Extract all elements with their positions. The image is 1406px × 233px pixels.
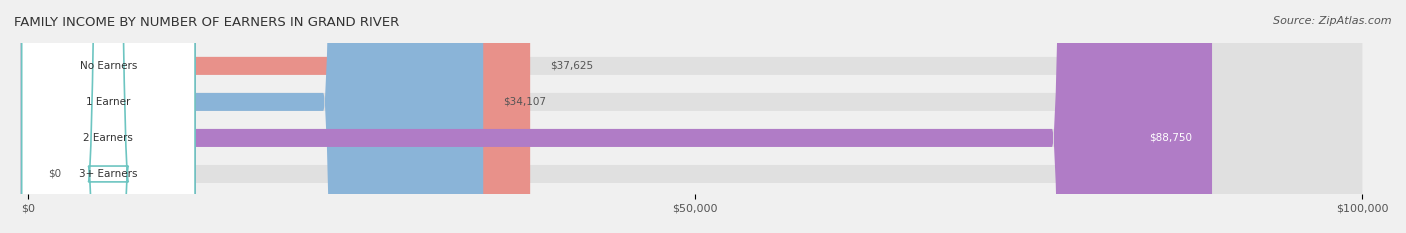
Text: $88,750: $88,750 bbox=[1149, 133, 1192, 143]
FancyBboxPatch shape bbox=[28, 0, 1362, 233]
FancyBboxPatch shape bbox=[21, 0, 195, 233]
FancyBboxPatch shape bbox=[28, 0, 530, 233]
FancyBboxPatch shape bbox=[21, 0, 195, 233]
Text: 2 Earners: 2 Earners bbox=[83, 133, 134, 143]
Text: 1 Earner: 1 Earner bbox=[86, 97, 131, 107]
FancyBboxPatch shape bbox=[28, 0, 1362, 233]
FancyBboxPatch shape bbox=[28, 0, 1362, 233]
FancyBboxPatch shape bbox=[28, 0, 1362, 233]
Text: 3+ Earners: 3+ Earners bbox=[79, 169, 138, 179]
Text: $34,107: $34,107 bbox=[503, 97, 547, 107]
Text: No Earners: No Earners bbox=[80, 61, 136, 71]
FancyBboxPatch shape bbox=[28, 0, 484, 233]
Text: FAMILY INCOME BY NUMBER OF EARNERS IN GRAND RIVER: FAMILY INCOME BY NUMBER OF EARNERS IN GR… bbox=[14, 16, 399, 29]
Text: $37,625: $37,625 bbox=[550, 61, 593, 71]
FancyBboxPatch shape bbox=[21, 0, 195, 233]
Text: Source: ZipAtlas.com: Source: ZipAtlas.com bbox=[1274, 16, 1392, 26]
Text: $0: $0 bbox=[48, 169, 62, 179]
FancyBboxPatch shape bbox=[21, 0, 195, 233]
FancyBboxPatch shape bbox=[28, 0, 1212, 233]
